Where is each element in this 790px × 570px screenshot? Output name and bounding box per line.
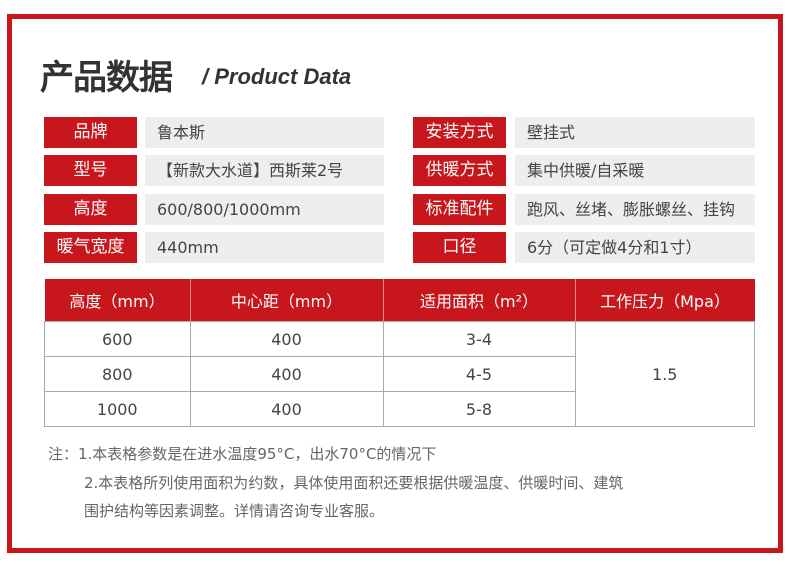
table-cell: 4-5	[382, 356, 576, 392]
table-cell: 5-8	[382, 391, 576, 427]
note-line: 围护结构等因素调整。详情请咨询专业客服。	[84, 502, 385, 520]
table-header-row: 高度（mm） 中心距（mm） 适用面积（m²） 工作压力（Mpa）	[44, 279, 755, 322]
table-row: 800 400 4-5	[44, 356, 755, 392]
spec-value: 跑风、丝堵、膨胀螺丝、挂钩	[515, 194, 755, 225]
spec-value: 集中供暖/自采暖	[515, 155, 755, 186]
table-cell: 400	[189, 391, 384, 427]
spec-label: 高度	[44, 194, 137, 225]
spec-label: 供暖方式	[413, 155, 506, 186]
note-line: 2.本表格所列使用面积为约数，具体使用面积还要根据供暖温度、供暖时间、建筑	[84, 474, 624, 492]
spec-label: 口径	[413, 232, 506, 263]
pressure-cell: 1.5	[574, 321, 755, 427]
table-row: 600 400 3-4 1.5	[44, 321, 755, 427]
column-header: 适用面积（m²）	[382, 279, 575, 322]
spec-label: 标准配件	[413, 194, 506, 225]
table-cell: 800	[44, 356, 191, 392]
spec-table: 高度（mm） 中心距（mm） 适用面积（m²） 工作压力（Mpa） 600 40…	[44, 279, 755, 427]
page-subtitle: / Product Data	[202, 64, 352, 89]
table-row: 1000 400 5-8	[44, 391, 755, 427]
spec-value: 鲁本斯	[145, 117, 384, 148]
spec-label: 品牌	[44, 117, 137, 148]
red-frame	[7, 14, 783, 553]
spec-value: 440mm	[145, 232, 384, 263]
column-header: 中心距（mm）	[189, 279, 383, 322]
spec-label: 安装方式	[413, 117, 506, 148]
note-line: 注：1.本表格参数是在进水温度95°C，出水70°C的情况下	[48, 445, 437, 463]
table-cell: 3-4	[382, 321, 576, 357]
table-cell: 1000	[44, 391, 191, 427]
spec-value: 600/800/1000mm	[145, 194, 384, 225]
page-title: 产品数据	[40, 58, 173, 98]
table-cell: 600	[44, 321, 191, 357]
spec-label: 暖气宽度	[44, 232, 137, 263]
spec-value: 【新款大水道】西斯莱2号	[145, 155, 384, 186]
column-header: 工作压力（Mpa）	[574, 279, 755, 322]
table-cell: 400	[189, 321, 384, 357]
spec-label: 型号	[44, 155, 137, 186]
column-header: 高度（mm）	[44, 279, 190, 322]
table-cell: 400	[189, 356, 384, 392]
spec-value: 6分（可定做4分和1寸）	[515, 232, 755, 263]
spec-value: 壁挂式	[515, 117, 755, 148]
